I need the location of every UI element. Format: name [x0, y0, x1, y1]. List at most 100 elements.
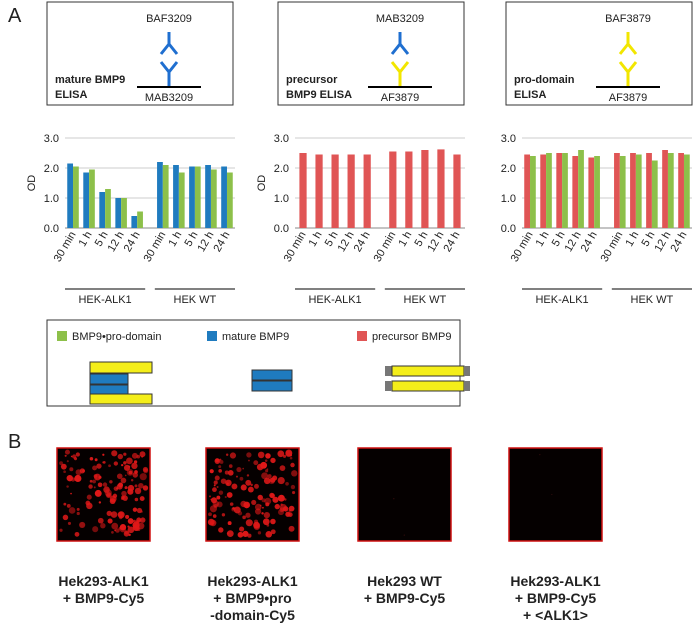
signal-spot — [127, 526, 135, 534]
antibody-label: MAB3209 — [145, 92, 193, 104]
signal-spot — [215, 458, 220, 463]
bar — [646, 153, 652, 228]
signal-spot — [92, 465, 98, 471]
bar — [83, 172, 90, 228]
signal-spot — [231, 483, 238, 490]
legend-swatch — [357, 331, 367, 341]
bar — [315, 154, 323, 228]
bar — [162, 165, 169, 228]
signal-spot — [97, 482, 103, 488]
signal-spot — [261, 472, 269, 480]
bar — [540, 154, 547, 228]
y-tick-label: 3.0 — [274, 133, 289, 145]
signal-spot — [288, 505, 295, 512]
signal-spot — [79, 468, 85, 474]
x-tick-label: 1 h — [307, 230, 325, 249]
signal-spot — [267, 474, 272, 479]
signal-spot — [93, 486, 96, 489]
micrograph — [508, 447, 603, 542]
signal-spot — [64, 454, 67, 457]
bar — [614, 153, 620, 228]
signal-spot — [236, 466, 242, 473]
elisa-title: mature BMP9 — [55, 74, 125, 86]
signal-spot — [224, 495, 227, 499]
signal-spot — [270, 529, 276, 535]
micrograph-signal — [59, 449, 149, 537]
bar — [173, 165, 179, 228]
signal-spot — [102, 453, 105, 456]
signal-spot — [140, 510, 143, 513]
bar — [572, 156, 579, 228]
bar — [99, 192, 106, 228]
caption: + BMP9-Cy5 — [63, 590, 145, 606]
antibody — [618, 61, 638, 86]
signal-spot — [245, 479, 252, 486]
bar — [121, 198, 127, 228]
legend-box — [46, 319, 470, 407]
signal-spot — [135, 520, 140, 524]
signal-spot — [218, 469, 222, 473]
x-tick-label: 24 h — [352, 230, 373, 255]
bar — [562, 153, 568, 228]
signal-spot — [139, 496, 145, 502]
y-axis-label: OD — [26, 175, 38, 192]
signal-spot — [265, 469, 269, 473]
signal-spot — [279, 465, 286, 471]
signal-spot — [254, 483, 259, 489]
signal-spot — [229, 502, 234, 506]
bar — [105, 189, 111, 228]
bar — [635, 154, 642, 228]
signal-spot — [109, 498, 116, 505]
signal-spot — [98, 501, 102, 504]
signal-spot — [96, 463, 102, 469]
panel-label: B — [8, 431, 21, 453]
bar — [678, 153, 684, 228]
x-tick-label: 1 h — [534, 230, 552, 249]
signal-spot — [269, 477, 276, 483]
signal-spot — [62, 514, 69, 521]
y-tick-label: 3.0 — [501, 133, 516, 145]
signal-spot — [403, 534, 405, 536]
signal-spot — [116, 473, 123, 480]
signal-spot — [117, 453, 124, 460]
signal-spot — [137, 522, 145, 530]
signal-spot — [257, 531, 262, 535]
caption: + <ALK1> — [523, 607, 588, 623]
caption: Hek293-ALK1 — [207, 573, 297, 589]
signal-spot — [114, 529, 116, 532]
y-tick-label: 2.0 — [44, 163, 59, 175]
signal-spot — [113, 486, 119, 491]
bar — [189, 166, 195, 228]
antibody-label: BAF3879 — [605, 13, 651, 25]
bar — [210, 169, 217, 228]
signal-spot — [108, 464, 111, 468]
signal-spot — [212, 500, 220, 508]
bar — [89, 169, 95, 228]
signal-spot — [246, 474, 250, 477]
signal-spot — [126, 469, 134, 476]
legend-swatch — [207, 331, 217, 341]
signal-spot — [115, 528, 120, 533]
bar — [578, 150, 584, 228]
signal-spot — [127, 488, 134, 495]
signal-spot — [242, 467, 244, 470]
signal-spot — [59, 528, 63, 532]
signal-spot — [265, 453, 271, 459]
signal-spot — [291, 470, 298, 477]
signal-spot — [250, 483, 253, 487]
signal-spot — [214, 475, 220, 481]
caption: -domain-Cy5 — [210, 607, 295, 623]
signal-spot — [264, 459, 268, 462]
signal-spot — [262, 518, 270, 526]
signal-spot — [134, 497, 139, 502]
signal-spot — [100, 522, 106, 529]
signal-spot — [60, 463, 67, 470]
signal-spot — [218, 527, 224, 533]
signal-spot — [266, 468, 269, 470]
antibody-label: AF3879 — [381, 92, 420, 104]
caption: + BMP9-Cy5 — [515, 590, 597, 606]
signal-spot — [254, 508, 262, 515]
signal-spot — [277, 509, 285, 516]
signal-spot — [289, 454, 293, 457]
signal-spot — [247, 486, 254, 493]
